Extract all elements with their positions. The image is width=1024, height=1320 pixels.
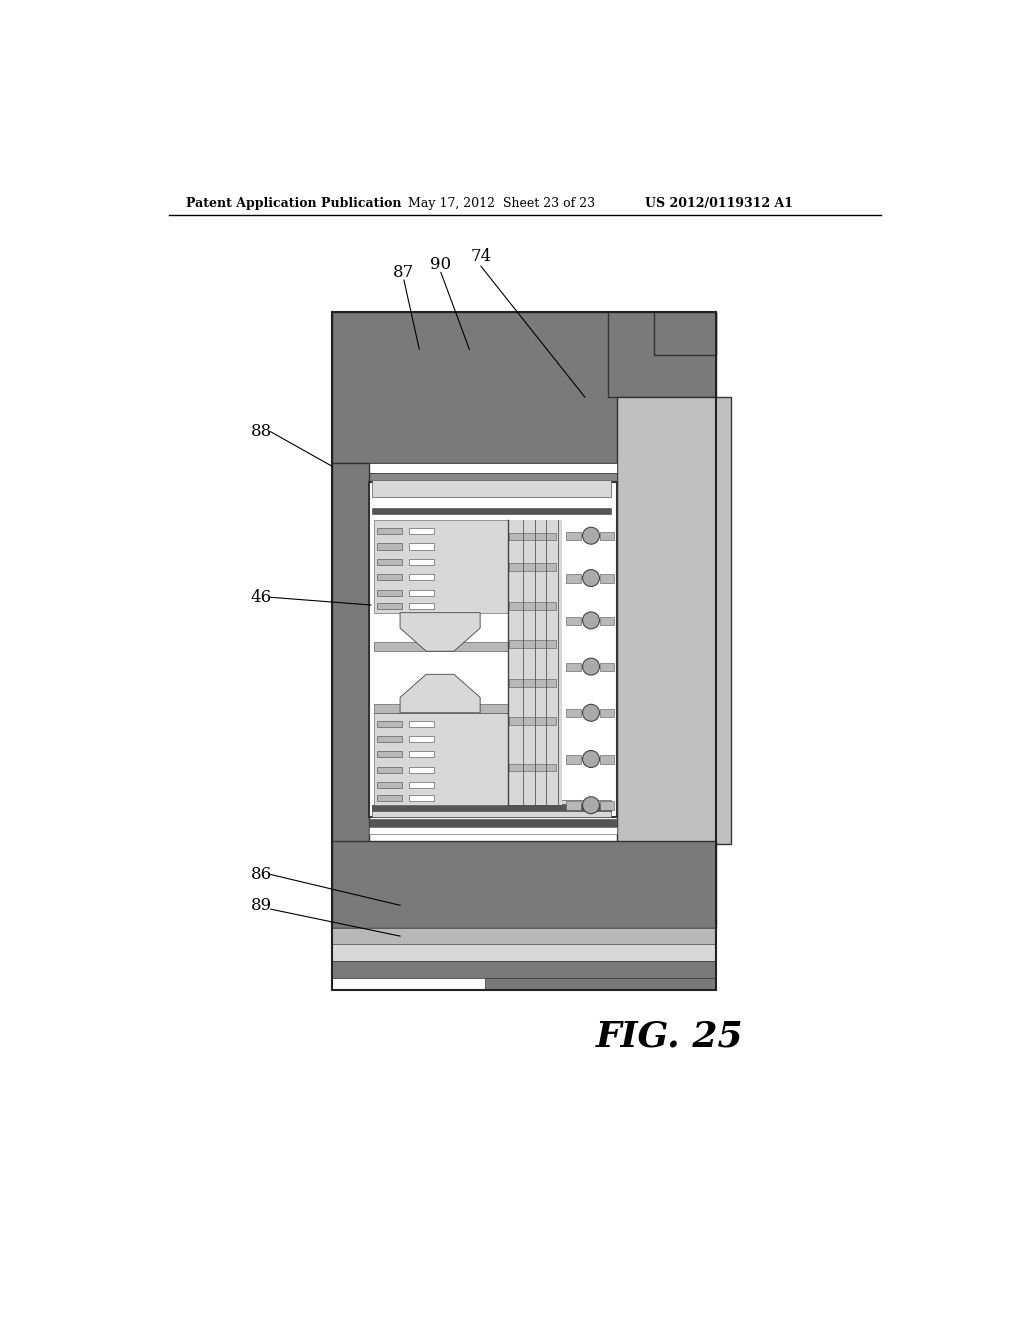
Bar <box>370 482 617 817</box>
Bar <box>373 520 508 805</box>
Circle shape <box>583 751 599 767</box>
Bar <box>410 795 434 801</box>
Text: US 2012/0119312 A1: US 2012/0119312 A1 <box>645 197 793 210</box>
Text: 46: 46 <box>251 589 272 606</box>
Bar <box>509 564 556 572</box>
Bar <box>410 721 434 726</box>
Bar <box>370 826 617 834</box>
Bar <box>509 678 556 686</box>
Bar <box>509 763 556 771</box>
Bar <box>410 751 434 758</box>
Bar <box>509 533 556 540</box>
Bar <box>565 616 581 626</box>
Bar <box>377 558 401 565</box>
Circle shape <box>583 527 599 544</box>
Bar <box>377 721 401 726</box>
Text: 90: 90 <box>430 256 452 273</box>
Text: 87: 87 <box>393 264 415 281</box>
Bar <box>377 590 401 595</box>
Bar <box>410 737 434 742</box>
Text: FIG. 25: FIG. 25 <box>596 1019 743 1053</box>
Bar <box>373 480 611 498</box>
Bar <box>410 528 434 535</box>
Bar <box>565 801 581 810</box>
Bar <box>654 313 716 355</box>
Bar <box>410 574 434 581</box>
Bar <box>333 928 716 944</box>
Text: 86: 86 <box>251 866 272 883</box>
Bar <box>377 737 401 742</box>
Circle shape <box>583 797 599 813</box>
Text: 88: 88 <box>251 424 272 441</box>
Bar <box>374 520 508 612</box>
Bar <box>370 818 617 826</box>
Bar <box>600 574 614 582</box>
Bar <box>509 718 556 725</box>
Bar <box>377 795 401 801</box>
Bar <box>509 640 556 648</box>
Bar <box>373 508 611 515</box>
Bar <box>374 642 508 651</box>
Bar <box>600 663 614 671</box>
Bar <box>333 944 716 961</box>
Bar <box>377 603 401 609</box>
Bar <box>377 574 401 581</box>
Bar <box>600 709 614 718</box>
Bar <box>374 704 508 713</box>
Bar <box>410 590 434 595</box>
Bar <box>508 520 562 805</box>
Bar <box>333 462 370 843</box>
Bar <box>410 781 434 788</box>
Bar <box>410 544 434 549</box>
Bar <box>509 602 556 610</box>
Bar <box>565 663 581 671</box>
Bar <box>410 558 434 565</box>
Circle shape <box>583 659 599 675</box>
Bar <box>333 841 716 928</box>
Text: 74: 74 <box>470 248 492 265</box>
Bar <box>374 713 508 805</box>
Bar <box>333 313 654 462</box>
Bar <box>617 397 731 843</box>
Bar <box>600 616 614 626</box>
Circle shape <box>583 570 599 586</box>
Bar <box>377 751 401 758</box>
Bar <box>565 532 581 540</box>
Bar <box>600 532 614 540</box>
Bar <box>370 473 617 482</box>
Polygon shape <box>400 612 480 651</box>
Bar <box>600 755 614 763</box>
Polygon shape <box>400 675 480 713</box>
Circle shape <box>583 705 599 721</box>
Bar <box>410 767 434 774</box>
Text: May 17, 2012  Sheet 23 of 23: May 17, 2012 Sheet 23 of 23 <box>408 197 595 210</box>
Bar <box>565 574 581 582</box>
Bar <box>333 313 716 990</box>
Bar <box>373 800 611 817</box>
Bar <box>377 767 401 774</box>
Text: Patent Application Publication: Patent Application Publication <box>186 197 401 210</box>
Bar <box>333 961 716 978</box>
Bar <box>608 313 716 397</box>
Bar <box>370 462 617 473</box>
Bar <box>410 603 434 609</box>
Text: 89: 89 <box>251 896 272 913</box>
Bar <box>373 804 611 810</box>
Bar <box>377 544 401 549</box>
Bar <box>565 709 581 718</box>
Bar <box>600 801 614 810</box>
Bar <box>377 781 401 788</box>
Bar <box>377 528 401 535</box>
Bar <box>484 978 716 990</box>
Bar <box>565 755 581 763</box>
Circle shape <box>583 612 599 628</box>
